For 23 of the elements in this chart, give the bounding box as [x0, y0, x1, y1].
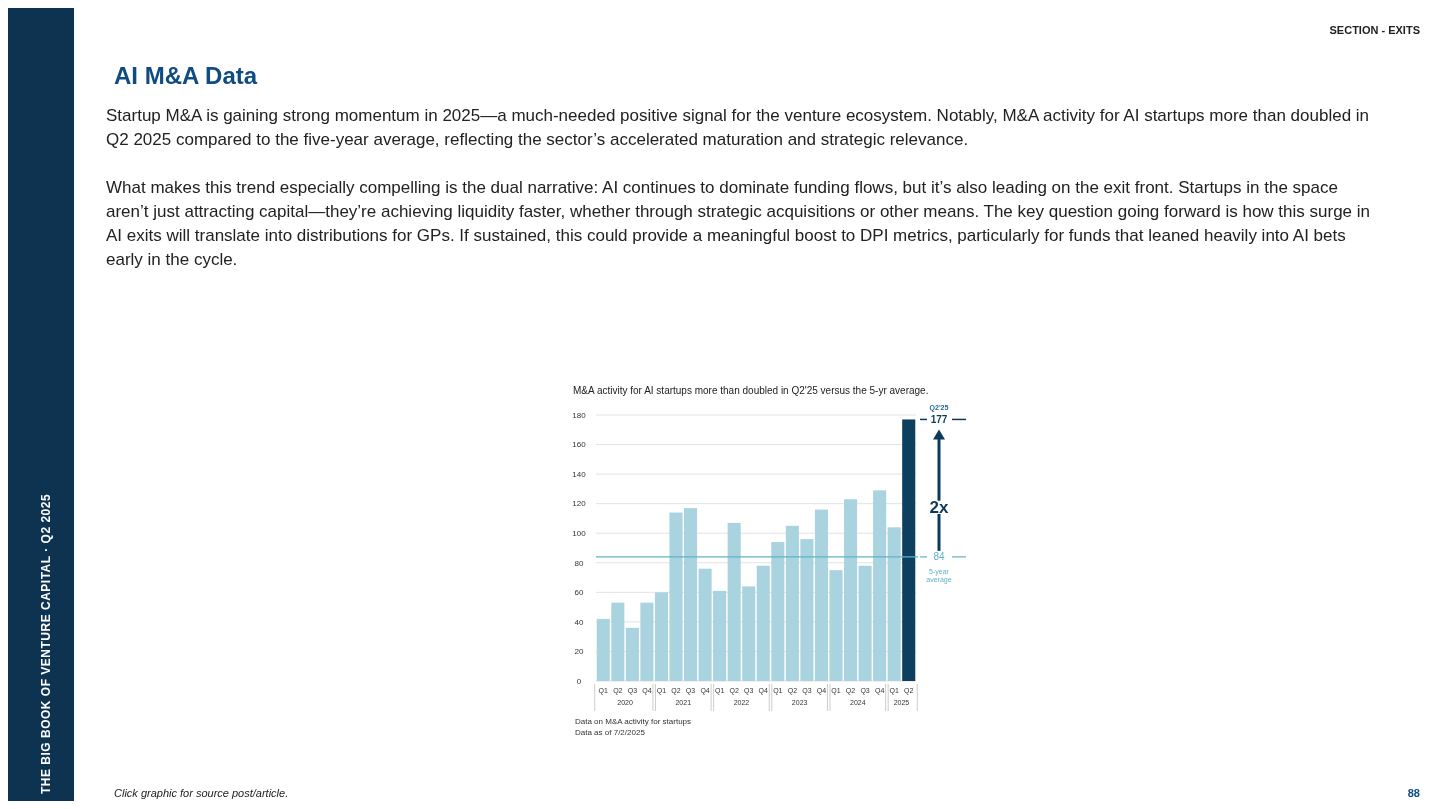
- text: Data as of 7/2/2025: [575, 728, 646, 737]
- text: AI M&A Data: [114, 62, 258, 89]
- y-tick-label: 40: [574, 617, 584, 627]
- y-tick-label: 120: [572, 499, 587, 509]
- text: 88: [1407, 787, 1420, 799]
- y-tick-label: 160: [572, 440, 587, 450]
- y-tick-label: 0: [576, 676, 582, 686]
- text: What makes this trend especially compelling is the dual narrative: AI continues to dominate funding flows, but it’s also leading on the exit front. Startups in the space aren’t just attracting capital—they’re achieving liquidity faster, whether through strategic acquisitions or other means. The key question going forward is how this surge in AI exits will translate into distributions for GPs. If sustained, this could provide a meaningful boost to DPI metrics, particularly for funds that leaned heavily into AI bets early in the cycle.: [106, 177, 1372, 271]
- chart-subtitle: M&A activity for AI startups more than doubled in Q2'25 versus the 5-yr average.: [573, 385, 929, 396]
- ref-line-label: 84: [933, 551, 945, 563]
- y-tick-label: 20: [574, 647, 584, 657]
- text: Startup M&A is gaining strong momentum in 2025—a much-needed positive signal for the venture ecosystem. Notably, M&A activity for AI startups more than doubled in Q2 2025 compared to the five-year average, reflecting the sector’s accelerated maturation and strategic relevance.: [106, 105, 1371, 151]
- text: SECTION - EXITS: [1329, 24, 1420, 36]
- y-tick-label: 140: [572, 469, 587, 479]
- text: Click graphic for source post/article.: [114, 787, 289, 799]
- y-tick-label: 180: [572, 410, 587, 420]
- y-tick-label: 60: [574, 588, 584, 598]
- y-tick-label: 100: [572, 529, 587, 539]
- text: 2x: [929, 498, 949, 518]
- y-tick-label: 80: [574, 558, 584, 568]
- data-label: 177: [930, 413, 948, 425]
- text: Data on M&A activity for startups: [575, 717, 692, 726]
- text: THE BIG BOOK OF VENTURE CAPITAL · Q2 2025: [39, 493, 53, 794]
